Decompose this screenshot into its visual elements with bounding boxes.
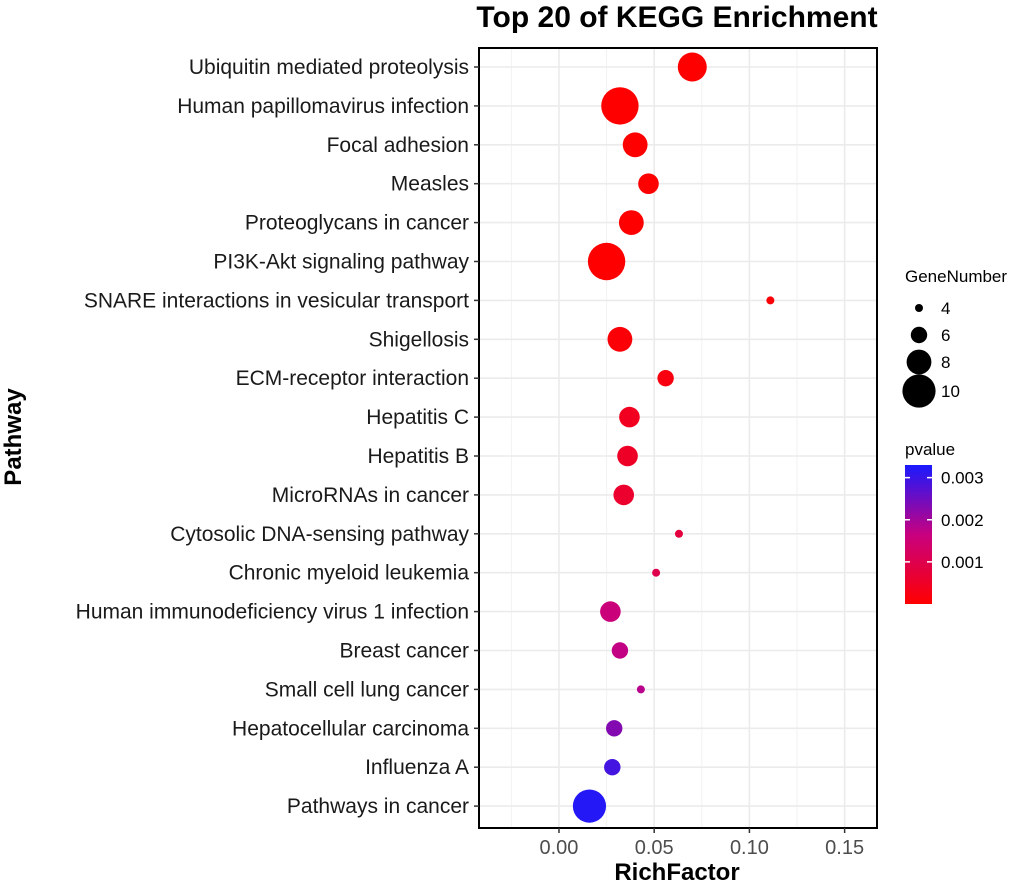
data-point bbox=[617, 445, 638, 467]
y-axis: Ubiquitin mediated proteolysis Human papi… bbox=[76, 56, 479, 818]
x-tick-label: 0.10 bbox=[730, 837, 769, 859]
data-points bbox=[572, 52, 775, 823]
data-point bbox=[572, 789, 607, 823]
data-point bbox=[638, 173, 659, 194]
color-legend-label: 0.003 bbox=[941, 469, 984, 488]
chart-title: Top 20 of KEGG Enrichment bbox=[476, 1, 877, 34]
y-tick-label: Shigellosis bbox=[369, 328, 469, 351]
data-point bbox=[674, 529, 683, 538]
panel-border bbox=[478, 47, 878, 829]
size-legend-key bbox=[906, 349, 932, 375]
y-tick-label: Ubiquitin mediated proteolysis bbox=[189, 56, 469, 79]
data-point bbox=[619, 406, 640, 428]
data-point bbox=[636, 685, 645, 694]
y-tick-label: Measles bbox=[391, 173, 469, 196]
size-legend: GeneNumber 4 6 8 10 bbox=[902, 267, 1007, 408]
y-tick-label: Hepatitis C bbox=[366, 406, 469, 429]
size-legend-label: 10 bbox=[941, 382, 960, 401]
data-point bbox=[622, 132, 648, 158]
data-point bbox=[677, 52, 707, 82]
y-tick-label: ECM-receptor interaction bbox=[236, 367, 469, 390]
size-legend-key bbox=[915, 304, 923, 312]
data-point bbox=[587, 242, 626, 281]
color-legend: pvalue 0.001 0.002 0.003 bbox=[905, 440, 984, 604]
y-tick-label: SNARE interactions in vesicular transpor… bbox=[84, 289, 469, 312]
x-axis: 0.00 0.05 0.10 0.15 bbox=[540, 828, 864, 859]
y-tick-label: Chronic myeloid leukemia bbox=[229, 562, 470, 585]
data-point bbox=[604, 759, 621, 776]
y-tick-label: Small cell lung cancer bbox=[265, 678, 469, 701]
y-tick-label: Focal adhesion bbox=[327, 134, 469, 157]
size-legend-key bbox=[910, 326, 928, 344]
size-legend-title: GeneNumber bbox=[905, 267, 1007, 286]
size-legend-label: 8 bbox=[941, 353, 950, 372]
x-tick-label: 0.05 bbox=[635, 837, 674, 859]
y-tick-label: Hepatocellular carcinoma bbox=[232, 717, 469, 740]
color-legend-bar bbox=[905, 465, 932, 604]
y-tick-label: Cytosolic DNA-sensing pathway bbox=[170, 523, 469, 546]
x-tick-label: 0.00 bbox=[540, 837, 579, 859]
y-tick-label: Pathways in cancer bbox=[287, 795, 469, 818]
y-tick-label: Human papillomavirus infection bbox=[177, 95, 469, 118]
color-legend-title: pvalue bbox=[905, 440, 955, 459]
y-tick-label: Proteoglycans in cancer bbox=[245, 212, 469, 235]
data-point bbox=[657, 370, 674, 387]
x-axis-label: RichFactor bbox=[614, 859, 739, 886]
data-point bbox=[611, 642, 629, 659]
y-tick-label: PI3K-Akt signaling pathway bbox=[213, 251, 469, 274]
size-legend-label: 6 bbox=[941, 326, 950, 345]
data-point bbox=[613, 484, 635, 506]
y-tick-label: Influenza A bbox=[365, 756, 469, 779]
plot-panel bbox=[479, 48, 877, 828]
color-legend-label: 0.001 bbox=[941, 553, 984, 572]
data-point bbox=[606, 720, 623, 737]
y-tick-label: MicroRNAs in cancer bbox=[272, 484, 469, 507]
x-tick-label: 0.15 bbox=[825, 837, 864, 859]
grid bbox=[479, 48, 877, 828]
y-tick-label: Hepatitis B bbox=[367, 445, 469, 468]
y-axis-label: Pathway bbox=[0, 388, 27, 486]
size-legend-key bbox=[902, 374, 936, 408]
data-point bbox=[607, 326, 633, 352]
y-tick-label: Breast cancer bbox=[339, 640, 469, 663]
data-point bbox=[618, 210, 644, 236]
data-point bbox=[766, 296, 775, 305]
data-point bbox=[601, 87, 639, 125]
size-legend-label: 4 bbox=[941, 299, 950, 318]
y-tick-label: Human immunodeficiency virus 1 infection bbox=[76, 601, 469, 624]
color-legend-label: 0.002 bbox=[941, 511, 984, 530]
data-point bbox=[652, 568, 661, 577]
data-point bbox=[600, 601, 621, 622]
